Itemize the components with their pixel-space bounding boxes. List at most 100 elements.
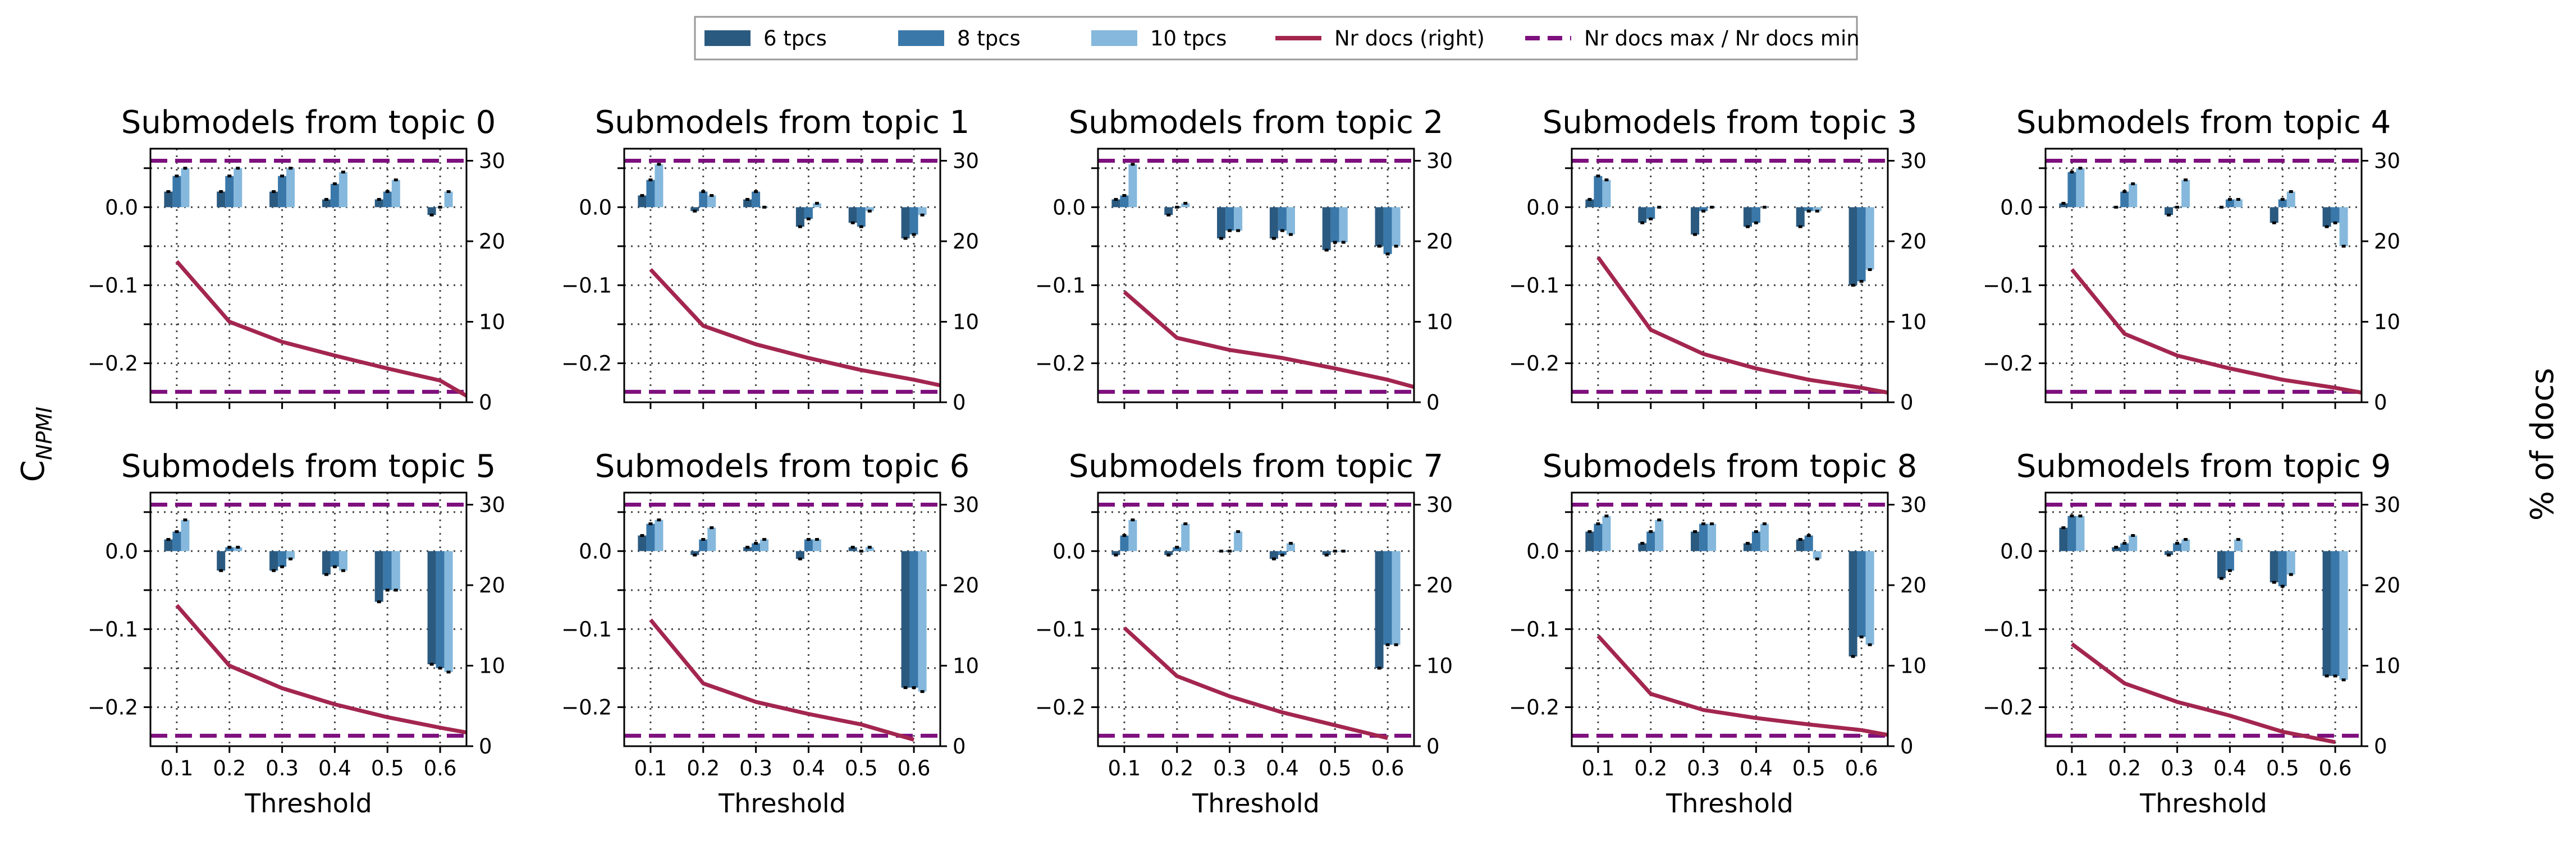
bar — [804, 539, 813, 552]
bar — [707, 527, 716, 552]
bar — [217, 191, 226, 208]
bar — [1164, 551, 1173, 555]
subplot: Submodels from topic 4 0.0 −0.1 −0.2 0 10 20 30 — [1983, 104, 2400, 415]
x-tick-label: 0.6 — [1371, 756, 1404, 780]
bar — [164, 191, 173, 208]
left-tick-label: −0.1 — [1509, 617, 1559, 641]
bar — [269, 551, 278, 571]
right-tick-label: 20 — [2374, 229, 2400, 254]
bar — [164, 539, 173, 552]
bar — [225, 547, 234, 552]
left-tick-label: −0.1 — [88, 617, 138, 641]
subplot-frame — [623, 148, 941, 403]
x-axis — [1123, 402, 1389, 409]
bar — [857, 207, 866, 227]
bar — [1638, 207, 1647, 223]
bar — [181, 520, 190, 552]
left-axis: 0.0 −0.1 −0.2 — [561, 167, 624, 375]
x-axis: 0.1 0.2 0.3 0.4 0.5 0.6 Threshold — [1108, 746, 1404, 819]
right-tick-label: 20 — [479, 573, 505, 598]
bar — [2112, 547, 2121, 552]
left-tick-label: −0.2 — [1983, 695, 2033, 719]
bar — [1330, 207, 1339, 242]
subplot-title: Submodels from topic 4 — [2016, 104, 2391, 141]
left-tick-label: 0.0 — [105, 195, 138, 219]
x-tick-label: 0.3 — [266, 756, 299, 780]
x-axis: 0.1 0.2 0.3 0.4 0.5 0.6 Threshold — [1581, 746, 1878, 819]
grid — [150, 149, 466, 402]
right-tick-label: 20 — [953, 229, 979, 254]
plot-area — [1572, 159, 1888, 395]
bar — [1655, 520, 1664, 552]
bar — [2120, 191, 2129, 208]
subplot-frame — [1097, 491, 1415, 747]
x-tick-label: 0.6 — [898, 756, 931, 780]
bar — [330, 551, 339, 567]
left-tick-label: −0.1 — [1035, 273, 1086, 297]
left-tick-label: −0.1 — [88, 273, 138, 297]
bar — [795, 551, 804, 559]
bar — [1743, 543, 1752, 552]
bar — [1646, 207, 1655, 219]
subplot: Submodels from topic 3 0.0 −0.1 −0.2 0 10 20 30 — [1509, 104, 1927, 415]
bar — [383, 191, 392, 208]
subplot-title: Submodels from topic 7 — [1069, 448, 1444, 485]
bar — [1751, 207, 1760, 223]
bar — [278, 176, 287, 208]
x-axis — [2071, 402, 2336, 409]
legend-label: Nr docs (right) — [1334, 26, 1485, 50]
bar — [690, 551, 699, 555]
right-tick-label: 30 — [2374, 493, 2400, 517]
right-tick-label: 20 — [2374, 573, 2400, 598]
bar — [338, 551, 347, 571]
docs-line — [2070, 642, 2336, 745]
bar — [269, 191, 278, 208]
docs-line — [1596, 256, 1888, 395]
bar — [1234, 531, 1243, 552]
plot-area — [150, 159, 466, 398]
bar — [2339, 551, 2348, 680]
grid — [1572, 493, 1888, 746]
bar — [2181, 180, 2190, 208]
docs-line — [649, 268, 940, 388]
bar — [2234, 199, 2243, 208]
left-tick-label: −0.2 — [1509, 351, 1559, 375]
bar — [638, 535, 647, 552]
right-tick-label: 20 — [1900, 229, 1927, 254]
right-tick-label: 10 — [479, 654, 505, 678]
right-tick-label: 0 — [479, 390, 492, 415]
bar — [699, 539, 708, 552]
subplot-title: Submodels from topic 1 — [595, 104, 970, 141]
right-axis: 0 10 20 30 — [940, 493, 979, 759]
left-axis: 0.0 −0.1 −0.2 — [1983, 167, 2046, 375]
grid — [624, 493, 940, 746]
x-tick-label: 0.5 — [1319, 756, 1352, 780]
left-tick-label: 0.0 — [2000, 539, 2033, 563]
bar — [1857, 551, 1866, 637]
x-tick-label: 0.1 — [2055, 756, 2088, 780]
bar — [752, 191, 761, 208]
bar — [374, 551, 383, 602]
bar — [1849, 551, 1857, 657]
x-tick-label: 0.2 — [1634, 756, 1667, 780]
bar — [699, 191, 708, 208]
x-tick-label: 0.4 — [1266, 756, 1299, 780]
grid — [1572, 149, 1888, 402]
docs-line — [649, 618, 915, 742]
right-axis: 0 10 20 30 — [1888, 493, 1927, 759]
plot-area — [2046, 159, 2362, 395]
left-axis: 0.0 −0.1 −0.2 — [1983, 511, 2046, 719]
left-tick-label: 0.0 — [2000, 195, 2033, 219]
bar — [1269, 551, 1278, 559]
bar — [2234, 539, 2243, 552]
bar — [1699, 207, 1708, 212]
subplot: Submodels from topic 8 0.0 −0.1 −0.2 0 10 20 30… — [1509, 448, 1927, 819]
left-tick-label: −0.2 — [1035, 351, 1086, 375]
bar — [1392, 551, 1401, 645]
bar — [848, 547, 857, 552]
left-axis-label-main: C — [15, 460, 52, 482]
bar — [322, 551, 331, 575]
bar — [1760, 523, 1769, 552]
bar — [1120, 535, 1129, 552]
